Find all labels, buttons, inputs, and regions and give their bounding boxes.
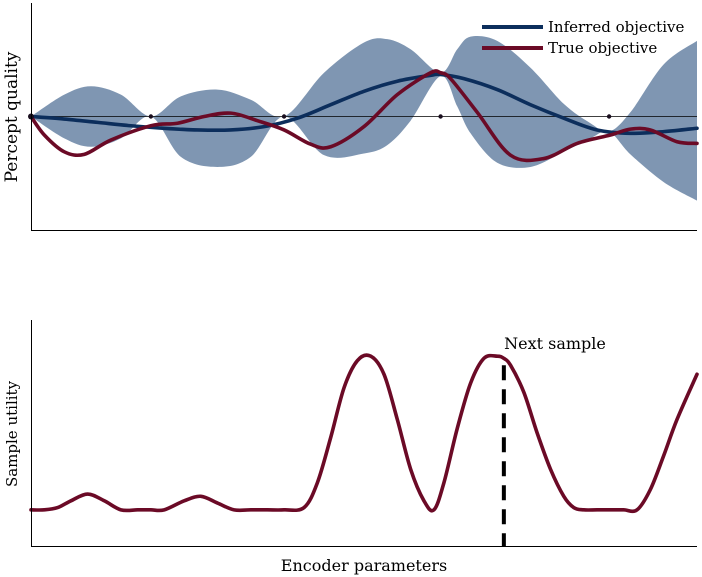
sample-point [148, 114, 154, 119]
bottom-y-axis-label: Sample utility [3, 380, 21, 487]
legend-label-true: True objective [548, 39, 657, 57]
next-sample-annotation: Next sample [504, 334, 606, 353]
sample-point [606, 114, 612, 119]
sample-utility-line [29, 353, 699, 514]
bottom-panel: Sample utility Next sample Encoder param… [3, 320, 699, 575]
uncertainty-band [31, 35, 697, 201]
x-axis-label: Encoder parameters [281, 556, 447, 575]
legend-label-inferred: Inferred objective [548, 18, 684, 36]
top-panel: Percept quality Inferred objective True … [2, 3, 699, 231]
legend: Inferred objective True objective [482, 18, 684, 57]
sample-point [281, 114, 287, 119]
sample-point [438, 114, 443, 119]
true-objective-line [29, 69, 699, 163]
top-y-axis-label: Percept quality [2, 51, 22, 182]
